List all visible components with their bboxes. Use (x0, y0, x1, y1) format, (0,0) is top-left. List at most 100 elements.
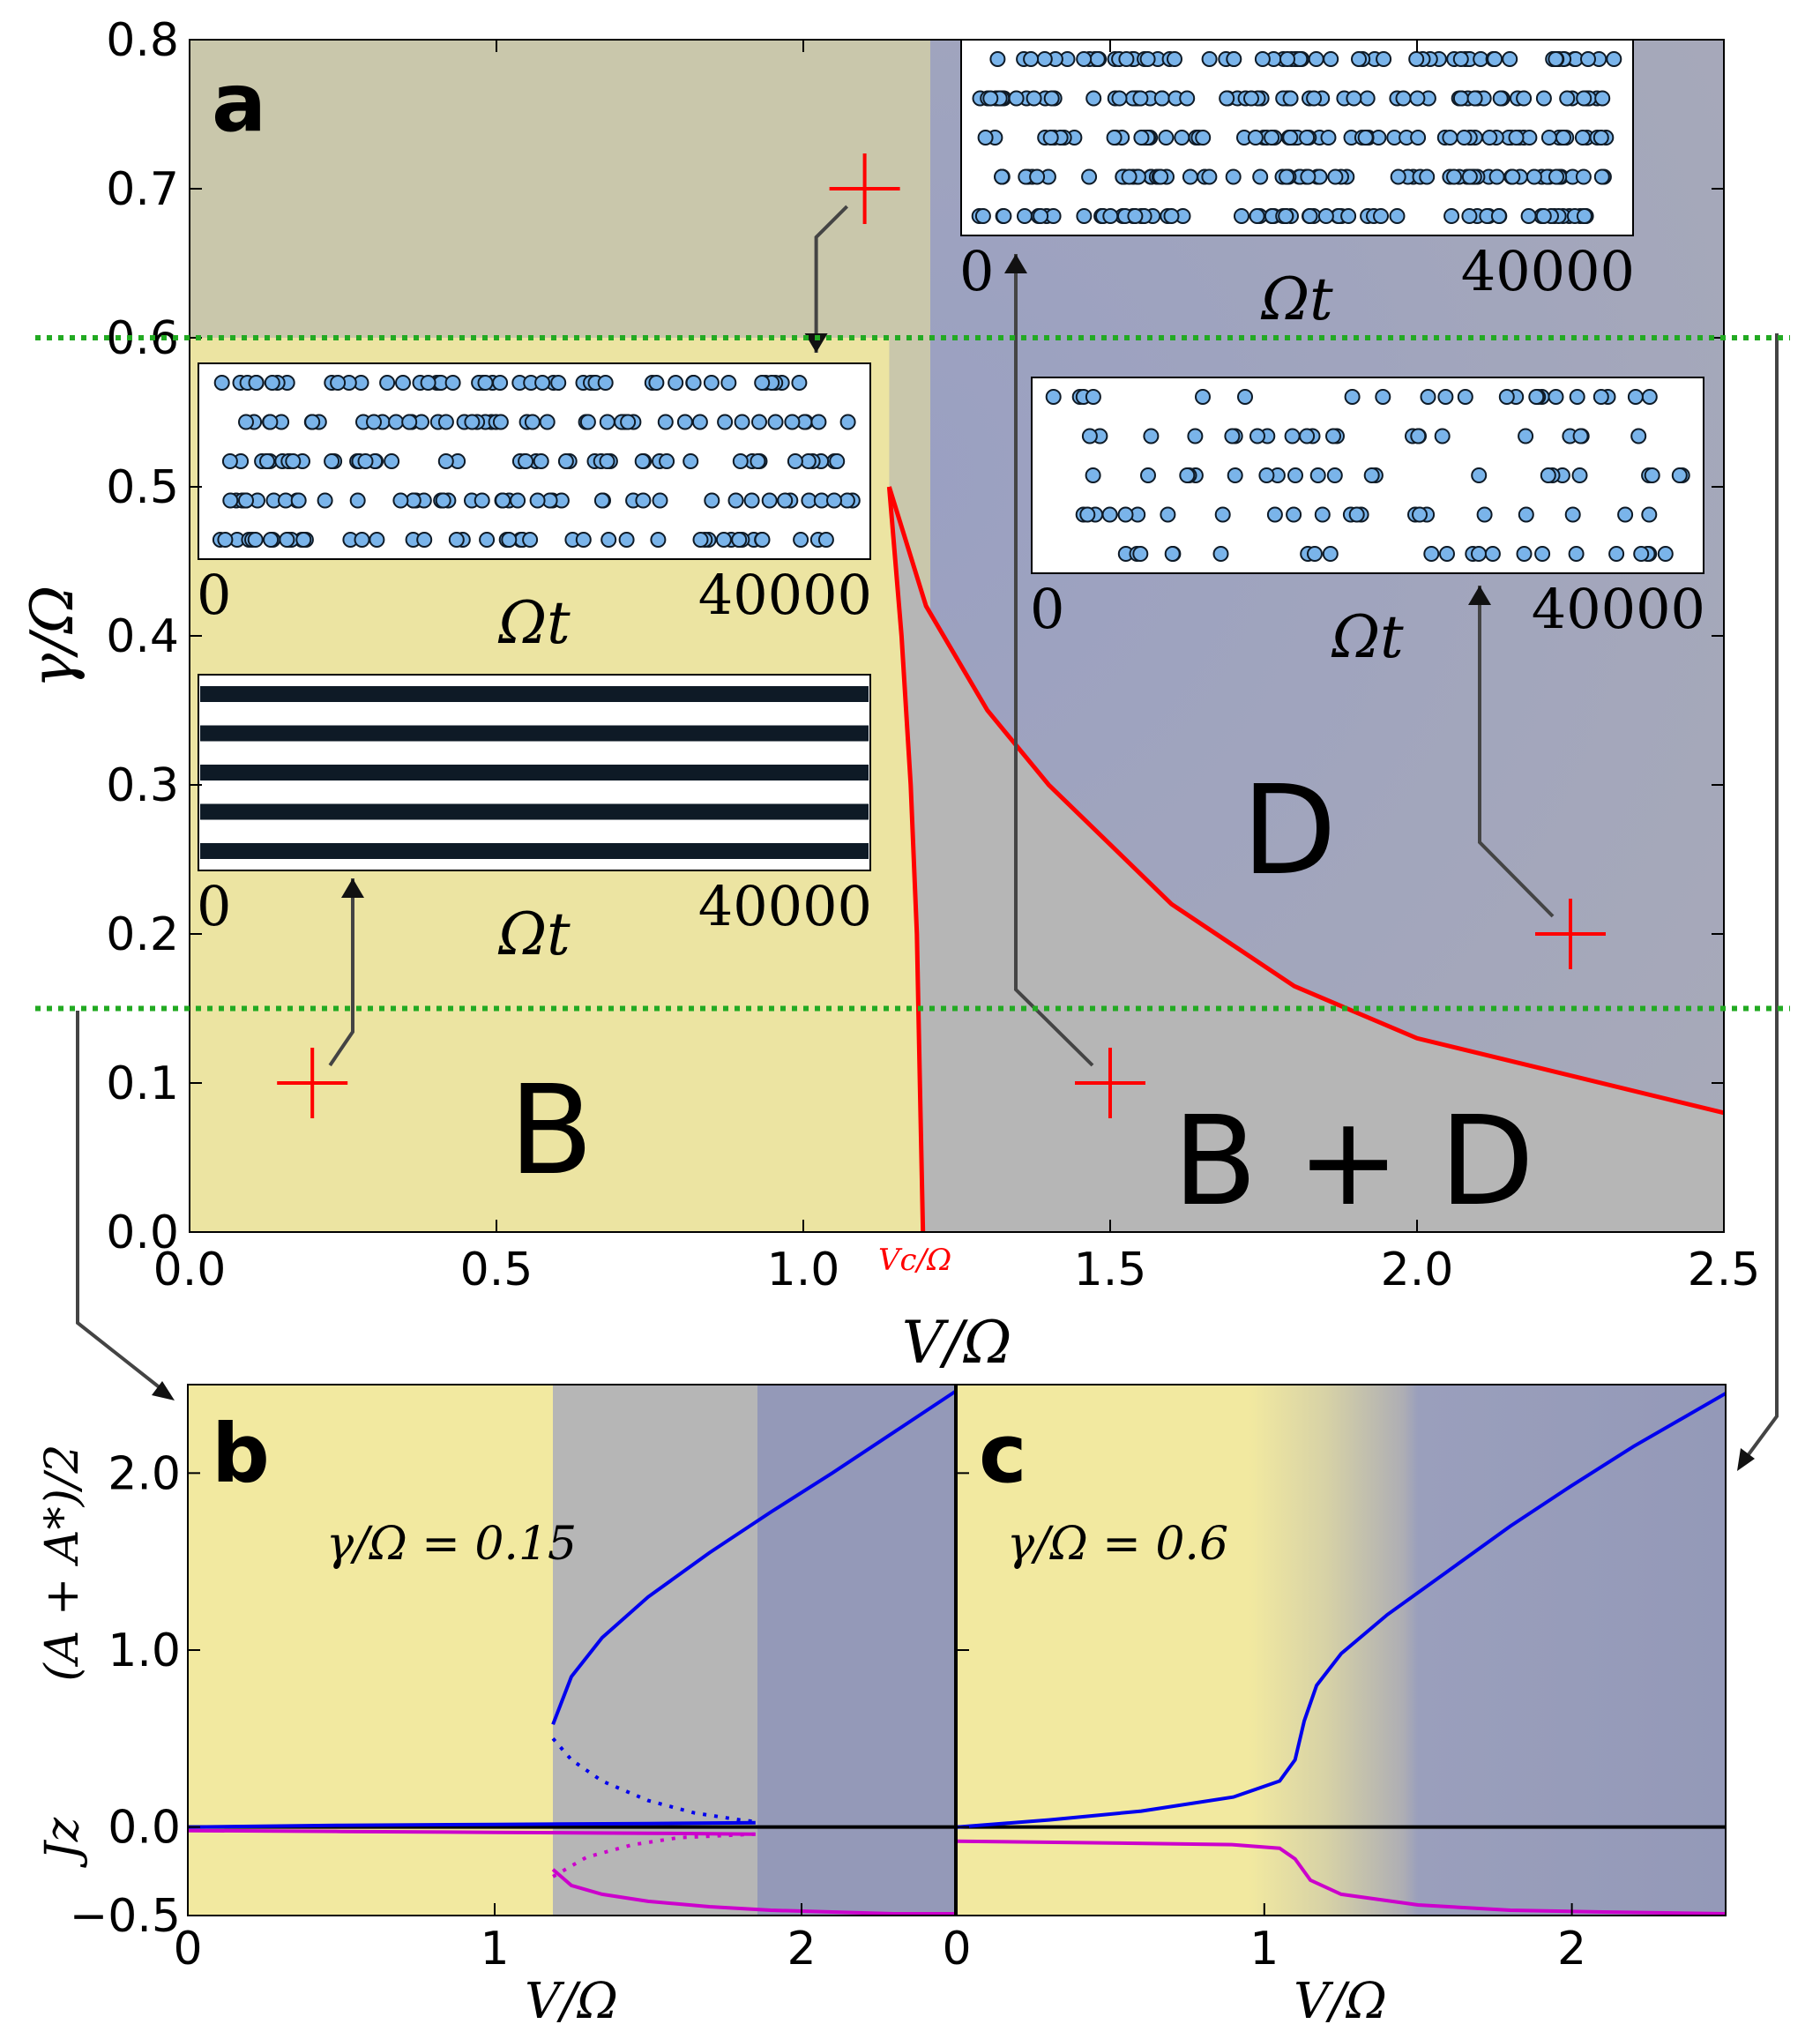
inset-dot (1641, 389, 1658, 405)
inset-dot (1174, 130, 1190, 146)
c-xtick-label-0: 0 (942, 1923, 971, 1975)
inset-dot (1657, 546, 1674, 562)
arrow-a-to-c (1740, 333, 1779, 1466)
inset-dot (1036, 51, 1053, 67)
coexistence-phase-region (889, 487, 1724, 1232)
arrow-to-inset-lower-left-head (341, 878, 364, 898)
inset-dot (1182, 168, 1198, 185)
inset-dot (1326, 467, 1343, 483)
inset-dot (829, 453, 846, 469)
inset-dot (1076, 51, 1093, 67)
inset-dot (1140, 467, 1156, 483)
inset-dot (982, 90, 999, 107)
boundary-line-0 (886, 486, 926, 1232)
inset-dot (731, 532, 748, 548)
arrow-a-to-b (76, 1011, 171, 1397)
inset-dot (657, 414, 674, 430)
inset-dot (1569, 389, 1585, 405)
inset-dot (703, 375, 720, 391)
inset-dot (1247, 130, 1264, 146)
inset-dot (474, 492, 490, 509)
inset-dot (1264, 130, 1280, 146)
inset-dot (1471, 467, 1488, 483)
inset-dot (676, 414, 693, 430)
inset-dot (1534, 546, 1551, 562)
inset-dot (1219, 90, 1235, 107)
inset-dot (534, 375, 551, 391)
inset-dot (437, 453, 454, 469)
inset-dot (1327, 168, 1344, 185)
inset-dot (1152, 168, 1169, 185)
marker-3 (1535, 899, 1606, 969)
inset-start-label: 0 (1030, 577, 1064, 641)
panel-b-background (188, 1385, 955, 1916)
inset-dot (1606, 51, 1622, 67)
inset-dot (1348, 506, 1365, 523)
inset-dot (1410, 428, 1427, 444)
inset-dot (477, 375, 494, 391)
inset-xlabel: Ωt (497, 900, 571, 968)
inset-dot (720, 375, 737, 391)
a-xtick-label-4: 2.0 (1381, 1244, 1454, 1296)
inset-dot (539, 414, 556, 430)
inset-dot (1548, 51, 1564, 67)
inset-dot (685, 375, 702, 391)
inset-dot (524, 414, 541, 430)
inset-dot (1132, 546, 1149, 562)
inset-dot (1234, 208, 1249, 224)
inset-dot (464, 414, 481, 430)
inset-dot (1357, 130, 1374, 146)
inset-dot (579, 414, 596, 430)
inset-start-label: 0 (197, 874, 231, 938)
inset-dot (1081, 168, 1098, 185)
inset-dot (1518, 428, 1534, 444)
inset-dot (1395, 90, 1412, 107)
inset-dot (1575, 168, 1592, 185)
inset-dot (1163, 208, 1180, 224)
inset-dot (1434, 428, 1451, 444)
inset-dot (1410, 130, 1427, 146)
inset-dot (1320, 130, 1337, 146)
insets: 0 40000 Ωt 0 40000 Ωt 0 40000 Ωt 0 40000 Ωt (197, 39, 1705, 968)
inset-dot (800, 453, 817, 469)
panel-b-series-4 (552, 1832, 756, 1878)
inset-dot (1481, 130, 1498, 146)
inset-dot (1340, 208, 1357, 224)
inset-dot (1243, 90, 1259, 107)
inset-dot (1309, 467, 1326, 483)
inset-dot (650, 532, 667, 548)
inset-dot (330, 375, 347, 391)
inset-dot (1225, 168, 1242, 185)
inset-dot (304, 414, 321, 430)
panel-c-letter: c (979, 1407, 1027, 1501)
inset-end-label: 40000 (1461, 239, 1635, 303)
inset-dot (1226, 51, 1242, 67)
panel-c-series-0 (957, 1392, 1726, 1829)
inset-middle-left: 0 40000 Ωt (197, 362, 872, 657)
inset-dot (704, 492, 720, 509)
inset-dot (715, 532, 732, 548)
a-xtick-label-3: 1.5 (1074, 1244, 1147, 1296)
inset-dot (1121, 168, 1138, 185)
inset-dot (395, 375, 411, 391)
a-ytick-label-2: 0.2 (106, 908, 179, 961)
inset-dot (1127, 208, 1144, 224)
inset-dot (379, 375, 396, 391)
inset-dot (1033, 208, 1049, 224)
inset-end-label: 40000 (698, 563, 872, 627)
inset-start-label: 0 (959, 239, 994, 303)
marker-0 (277, 1048, 348, 1118)
inset-dot (996, 208, 1012, 224)
panel-b-series-3 (188, 1828, 756, 1836)
inset-dot (761, 492, 778, 509)
inset-dot (1376, 51, 1392, 67)
inset-dot (1132, 90, 1149, 107)
panel-a-letter: a (212, 56, 266, 150)
inset-dot (401, 414, 418, 430)
inset-dot (492, 414, 509, 430)
inset-dot (1029, 168, 1046, 185)
arrow-to-inset-middle-right-head (1468, 586, 1491, 605)
inset-dot (767, 414, 784, 430)
inset-band (200, 765, 869, 780)
inset-top-right: 0 40000 Ωt (959, 39, 1635, 333)
